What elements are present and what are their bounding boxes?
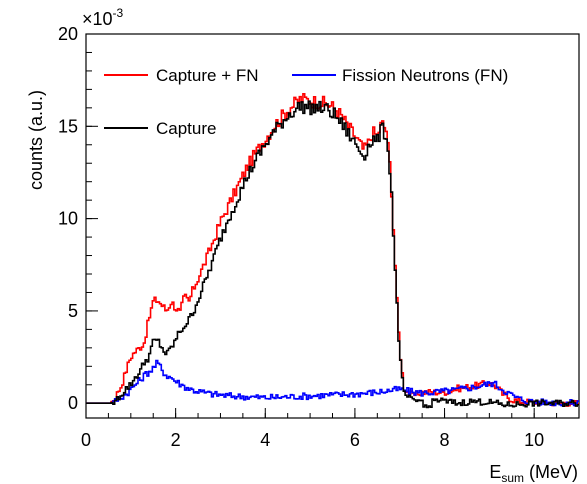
y-axis-title: counts (a.u.)	[26, 90, 46, 190]
x-tick-label: 6	[350, 430, 360, 450]
y-tick-label: 15	[58, 116, 78, 136]
series-line-capture	[86, 100, 579, 409]
legend-label-capture: Capture	[156, 119, 216, 138]
series-line-capture-fn	[86, 93, 579, 407]
x-axis-title: Esum (MeV)	[489, 462, 578, 484]
x-tick-label: 8	[440, 430, 450, 450]
legend-label-capture-fn: Capture + FN	[156, 66, 259, 85]
y-tick-label: 0	[68, 393, 78, 413]
x-tick-label: 2	[171, 430, 181, 450]
series-line-fission-neutrons-fn	[86, 359, 579, 407]
y-tick-label: 5	[68, 301, 78, 321]
y-tick-label: 20	[58, 24, 78, 44]
legend: Capture + FN Fission Neutrons (FN) Captu…	[104, 66, 508, 138]
y-tick-label: 10	[58, 209, 78, 229]
series-layer	[86, 93, 579, 409]
x-tick-label: 10	[524, 430, 544, 450]
y-exponent-label: ×10-3	[82, 6, 124, 29]
plot-area: 0 2 4 6 8 10 0 5 10 15 20	[58, 24, 580, 450]
x-tick-label: 4	[260, 430, 270, 450]
legend-label-fission-neutrons: Fission Neutrons (FN)	[342, 66, 508, 85]
plot-frame	[85, 33, 580, 419]
ticks-layer: 0 2 4 6 8 10 0 5 10 15 20	[58, 24, 580, 450]
x-tick-label: 0	[81, 430, 91, 450]
